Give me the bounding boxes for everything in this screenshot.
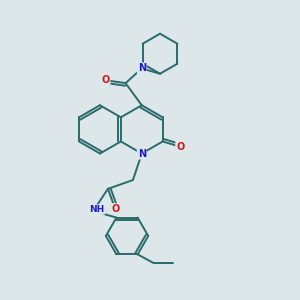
Text: O: O xyxy=(111,204,119,214)
Text: NH: NH xyxy=(89,205,104,214)
Text: O: O xyxy=(176,142,184,152)
Text: O: O xyxy=(101,75,110,85)
Text: N: N xyxy=(138,63,146,74)
Text: N: N xyxy=(138,63,146,74)
Text: N: N xyxy=(138,148,146,158)
Text: N: N xyxy=(138,148,146,158)
